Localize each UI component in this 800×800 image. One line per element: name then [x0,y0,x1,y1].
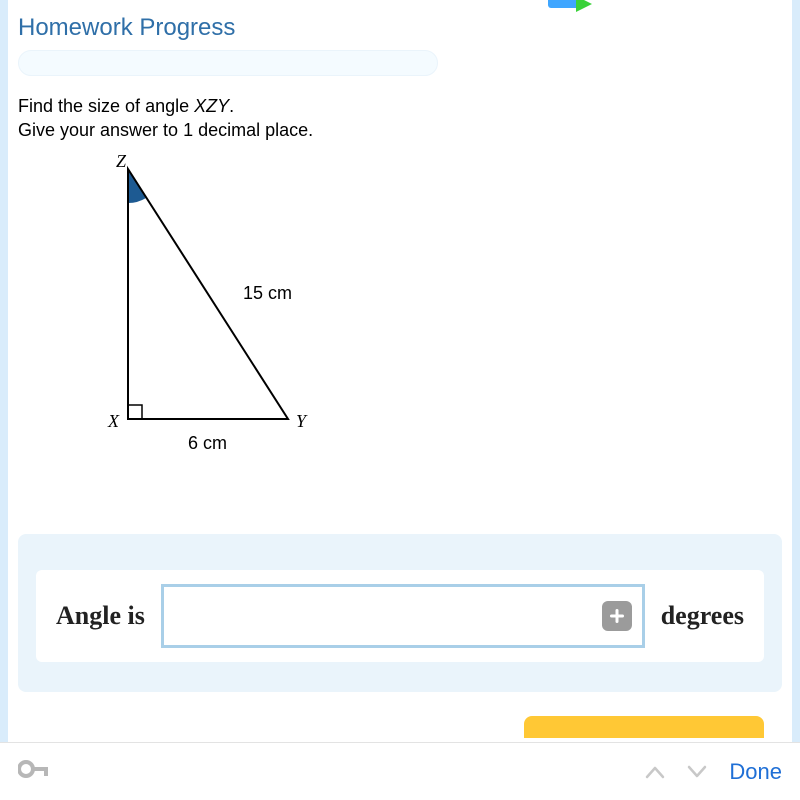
triangle-diagram: Z X Y 15 cm 6 cm [8,143,792,474]
progress-bar [18,50,438,76]
submit-button[interactable] [524,716,764,738]
chevron-down-icon[interactable] [687,759,707,785]
question-line2: Give your answer to 1 decimal place. [18,120,313,140]
answer-panel: Angle is degrees [18,534,782,692]
key-icon[interactable] [18,758,52,785]
keyboard-right-controls: Done [645,759,782,785]
question-variable: XZY [194,96,229,116]
vertex-label-z: Z [116,151,127,171]
question-text: Find the size of angle XZY. Give your an… [8,76,792,143]
plus-icon[interactable] [602,601,632,631]
page-title: Homework Progress [18,10,782,50]
content-area: Homework Progress Find the size of angle… [0,0,800,742]
page-root: Homework Progress Find the size of angle… [0,0,800,800]
done-button[interactable]: Done [729,759,782,785]
keyboard-toolbar: Done [0,742,800,800]
right-angle-marker [128,405,142,419]
vertex-label-y: Y [296,411,308,431]
answer-unit: degrees [655,584,750,648]
question-line1-suffix: . [229,96,234,116]
answer-input[interactable] [161,584,645,648]
side-label-zy: 15 cm [243,283,292,303]
question-line1-prefix: Find the size of angle [18,96,194,116]
answer-prefix: Angle is [50,584,151,648]
chevron-up-icon[interactable] [645,759,665,785]
award-badge [548,0,592,14]
side-label-xy: 6 cm [188,433,227,453]
answer-row: Angle is degrees [36,570,764,662]
vertex-label-x: X [107,411,120,431]
header: Homework Progress [8,0,792,76]
